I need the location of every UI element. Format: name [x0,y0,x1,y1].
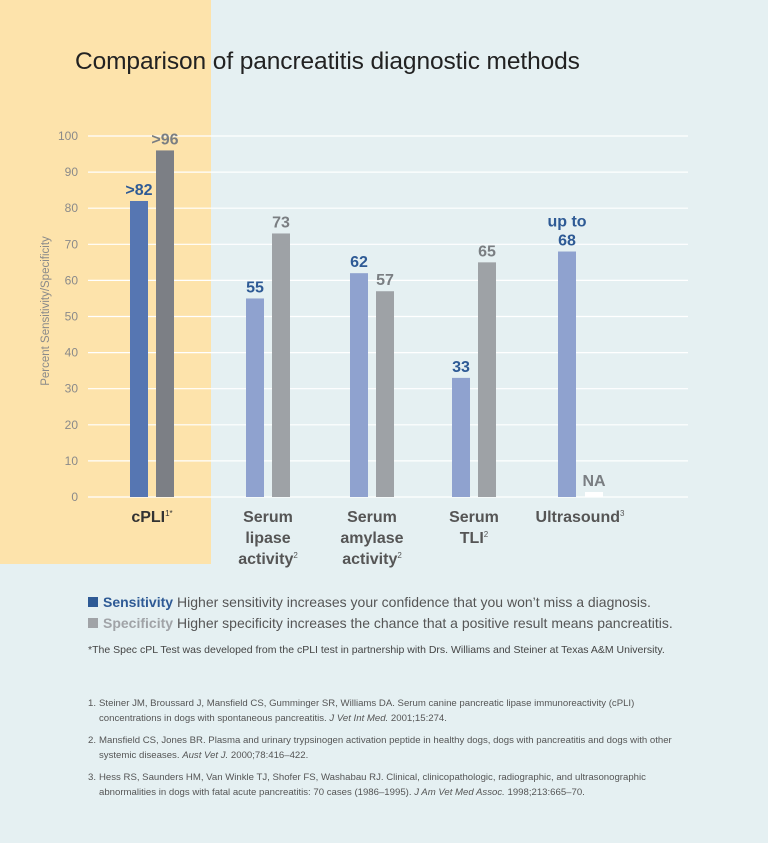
y-tick-label: 0 [71,490,78,504]
legend: Sensitivity Higher sensitivity increases… [88,591,673,633]
value-label: 68 [558,233,576,250]
y-tick-label: 10 [65,454,79,468]
value-label: 62 [350,254,368,271]
category-footnote-ref: 2 [484,530,489,539]
legend-description: Higher specificity increases the chance … [177,614,673,631]
sensitivity-bar [350,273,368,497]
legend-name: Specificity [103,614,174,631]
y-tick-label: 90 [65,165,79,179]
legend-name: Sensitivity [103,593,174,610]
reference-number: 3. [88,772,97,783]
specificity-bar [376,291,394,497]
value-label: 33 [452,359,470,376]
category-footnote-ref: 1* [165,509,173,518]
reference-item: 2. Mansfield CS, Jones BR. Plasma and ur… [88,733,688,763]
legend-description: Higher sensitivity increases your confid… [177,593,651,610]
value-label: 73 [272,214,290,231]
reference-number: 1. [88,698,97,709]
value-label: NA [582,473,606,490]
sensitivity-bar [558,251,576,497]
cpli-highlight-panel [0,0,211,564]
reference-item: 1. Steiner JM, Broussard J, Mansfield CS… [88,696,688,726]
sensitivity-bar [246,298,264,497]
value-labels: >82 >96 55 73 62 57 33 65 up to 68 NA [125,131,606,490]
value-label: >82 [125,182,152,199]
reference-citation: 2001;15:274. [388,713,447,724]
category-label: activity2 [238,551,298,568]
bar-chart: 0 10 20 30 40 50 60 70 80 90 100 Percent Sensitivi… [40,129,688,568]
reference-journal: J Am Vet Med Assoc. [414,787,505,798]
category-label: cPLI1* [131,509,172,526]
category-label: Serum [347,509,397,526]
reference-text: Steiner JM, Broussard J, Mansfield CS, G… [99,698,635,724]
specificity-bar [156,150,174,497]
category-label: TLI2 [460,530,489,547]
y-tick-label: 100 [58,129,78,143]
value-label: >96 [151,131,178,148]
y-tick-label: 80 [65,201,79,215]
category-label: Ultrasound3 [536,509,625,526]
value-label: 65 [478,243,496,260]
category-label: activity2 [342,551,402,568]
reference-journal: J Vet Int Med. [329,713,389,724]
y-tick-label: 60 [65,273,79,287]
reference-item: 3. Hess RS, Saunders HM, Van Winkle TJ, … [88,770,688,800]
legend-item-specificity: Specificity Higher specificity increases… [88,612,673,633]
specificity-bar-na [585,492,603,497]
footnote: *The Spec cPL Test was developed from th… [88,644,665,656]
reference-text: Hess RS, Saunders HM, Van Winkle TJ, Sho… [99,772,646,798]
category-label: lipase [245,530,290,547]
sensitivity-swatch [88,596,98,607]
category-footnote-ref: 2 [397,551,402,560]
reference-citation: 2000;78:416–422. [228,750,309,761]
y-tick-label: 40 [65,346,79,360]
reference-text: Mansfield CS, Jones BR. Plasma and urina… [99,735,672,761]
category-label: Serum [449,509,499,526]
y-tick-label: 20 [65,418,79,432]
category-footnote-ref: 2 [293,551,298,560]
y-tick-label: 70 [65,237,79,251]
references: 1. Steiner JM, Broussard J, Mansfield CS… [88,696,688,807]
value-label: 55 [246,279,264,296]
reference-citation: 1998;213:665–70. [504,787,585,798]
sensitivity-bar [452,377,470,497]
value-label: up to [547,214,586,231]
bars [130,150,603,498]
reference-number: 2. [88,735,97,746]
specificity-bar [478,262,496,497]
gridlines [88,135,688,498]
chart-title: Comparison of pancreatitis diagnostic me… [75,48,580,75]
sensitivity-bar [130,200,148,498]
category-footnote-ref: 3 [620,509,625,518]
specificity-swatch [88,617,98,628]
y-tick-label: 30 [65,382,79,396]
legend-item-sensitivity: Sensitivity Higher sensitivity increases… [88,591,673,612]
reference-journal: Aust Vet J. [182,750,229,761]
y-axis-ticks: 0 10 20 30 40 50 60 70 80 90 100 [58,129,78,504]
category-label: Serum [243,509,293,526]
category-labels: cPLI1* Serum lipase activity2 Serum amylase ac… [131,509,625,568]
y-tick-label: 50 [65,310,79,324]
value-label: 57 [376,272,394,289]
y-axis-label: Percent Sensitivity/Specificity [40,236,52,386]
specificity-bar [272,233,290,497]
category-label: amylase [340,530,403,547]
